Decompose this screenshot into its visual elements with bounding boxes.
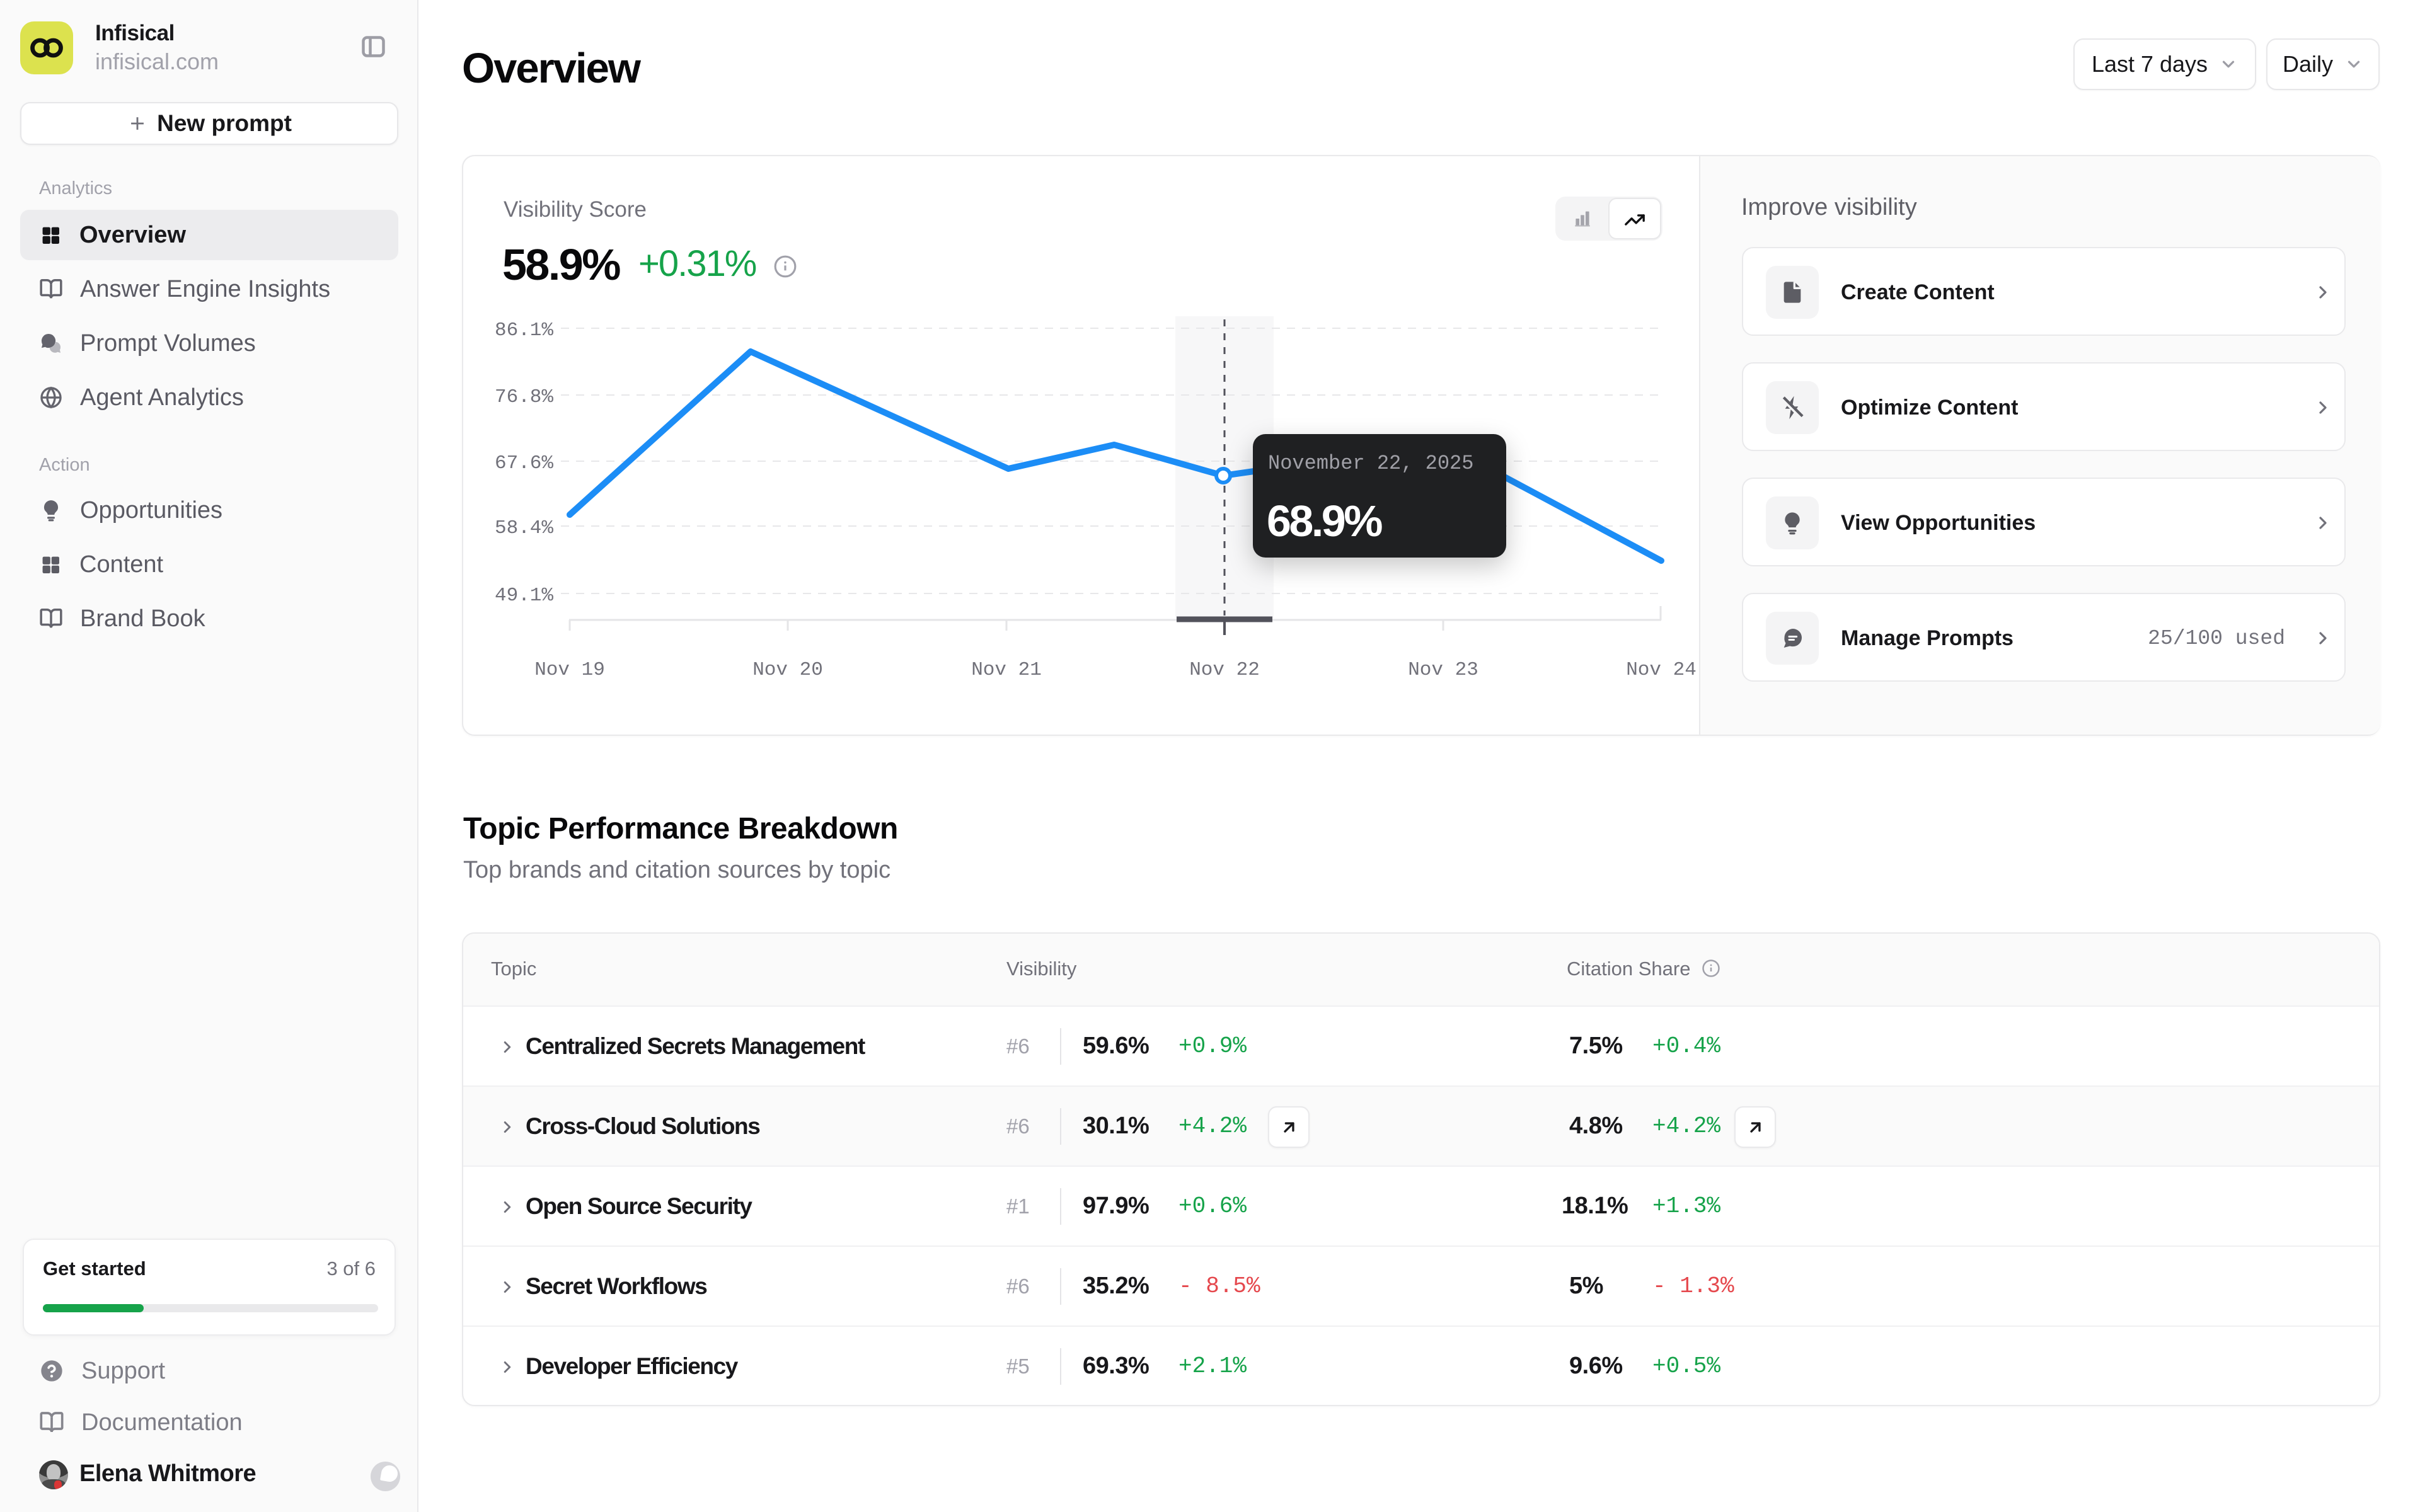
svg-text:67.6%: 67.6% [495,452,553,474]
svg-text:Nov 19: Nov 19 [534,659,605,681]
svg-text:49.1%: 49.1% [495,585,553,607]
svg-text:Nov 20: Nov 20 [752,659,823,681]
svg-text:Nov 24: Nov 24 [1626,659,1697,681]
svg-text:Nov 21: Nov 21 [971,659,1042,681]
svg-text:76.8%: 76.8% [495,386,553,408]
svg-text:86.1%: 86.1% [495,319,553,341]
svg-text:Nov 22: Nov 22 [1189,659,1260,681]
svg-text:58.4%: 58.4% [495,517,553,539]
svg-text:Nov 23: Nov 23 [1408,659,1478,681]
